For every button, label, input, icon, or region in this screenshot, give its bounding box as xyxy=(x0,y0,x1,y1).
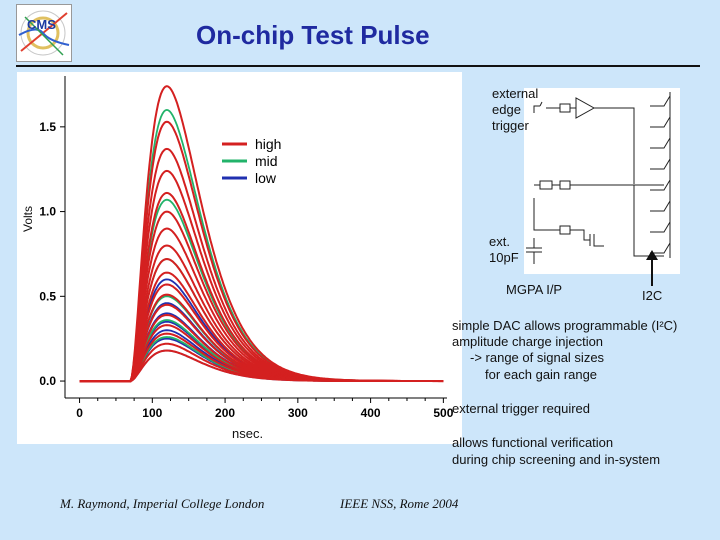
switch xyxy=(650,242,671,254)
x-tick-label: 500 xyxy=(433,406,453,420)
trigger-note: external trigger required xyxy=(452,401,591,416)
mgpa-input-label: MGPA I/P xyxy=(506,282,563,297)
x-tick-label: 100 xyxy=(142,406,162,420)
edge-trigger-line-1: external xyxy=(492,86,539,101)
footer-event: IEEE NSS, Rome 2004 xyxy=(340,496,459,511)
legend-label-mid: mid xyxy=(255,153,278,169)
i2c-label: I2C xyxy=(642,288,663,303)
y-tick-label: 1.5 xyxy=(39,120,56,134)
legend-label-low: low xyxy=(255,170,277,186)
edge-symbol xyxy=(533,101,543,113)
buffer-amplifier-icon xyxy=(575,97,596,119)
x-tick-label: 300 xyxy=(288,406,308,420)
edge-trigger-line-2: edge xyxy=(492,102,521,117)
title-divider xyxy=(16,65,700,67)
capacitor-icon xyxy=(526,238,542,264)
switch xyxy=(650,158,671,170)
x-tick-label: 400 xyxy=(361,406,381,420)
switch xyxy=(650,200,671,212)
switch xyxy=(650,179,671,191)
note-line-4: for each gain range xyxy=(485,367,598,382)
logo-text: CMS xyxy=(27,17,56,32)
legend-label-high: high xyxy=(255,136,281,152)
ext-cap-line-2: 10pF xyxy=(489,250,519,265)
pulse-curve-high-0 xyxy=(79,85,444,383)
i2c-arrow-icon xyxy=(646,250,658,286)
x-tick-label: 200 xyxy=(215,406,235,420)
switch xyxy=(650,116,671,128)
x-axis-label: nsec. xyxy=(232,426,264,441)
footer-author: M. Raymond, Imperial College London xyxy=(60,496,265,511)
dac-resistor xyxy=(539,180,553,190)
y-tick-label: 0.5 xyxy=(39,289,56,303)
note-line-2: amplitude charge injection xyxy=(452,334,604,349)
note-line-3: -> range of signal sizes xyxy=(470,350,605,365)
pulse-curve-high-17 xyxy=(79,349,444,383)
cms-logo-icon: CMS xyxy=(16,4,72,62)
switch xyxy=(650,137,671,149)
edge-trigger-line-3: trigger xyxy=(492,118,529,133)
note-line-1: simple DAC allows programmable (I²C) xyxy=(452,318,678,333)
switch-transistor xyxy=(570,229,590,241)
switch xyxy=(650,221,671,233)
pulse-chart-panel: 0 100 200 300 400 500 0.0 0.5 1.0 1.5 high mid low xyxy=(17,72,462,444)
y-tick-label: 0.0 xyxy=(39,374,56,388)
verification-note-line-1: allows functional verification xyxy=(452,435,614,450)
ext-cap-line-1: ext. xyxy=(489,234,510,249)
switch xyxy=(650,95,671,107)
y-axis-label: Volts xyxy=(21,205,35,232)
trigger-resistor xyxy=(559,103,571,113)
slide-title: On-chip Test Pulse xyxy=(196,20,430,50)
verification-note-line-2: during chip screening and in-system xyxy=(452,452,661,467)
circuit-diagram xyxy=(524,88,680,274)
x-tick-label: 0 xyxy=(76,406,83,420)
y-tick-label: 1.0 xyxy=(39,205,56,219)
